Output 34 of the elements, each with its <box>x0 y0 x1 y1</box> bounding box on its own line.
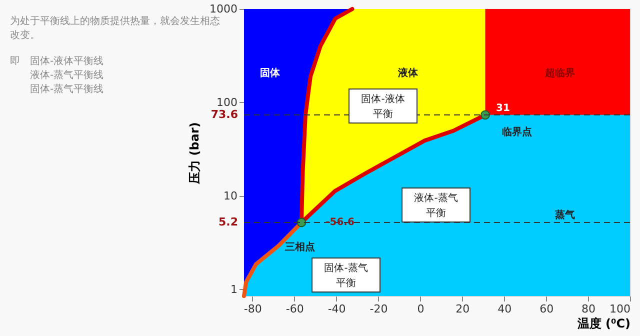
text: 固体-蒸气平衡线 <box>30 83 104 95</box>
annotation: 蒸气 <box>554 209 575 221</box>
y-tick-label: 1 <box>230 282 238 296</box>
y-tick-label: 10 <box>224 189 238 202</box>
text: 为处于平衡线上的物质提供热量，就会发生相态改变。 <box>10 15 220 41</box>
x-tick-label: 100 <box>610 302 630 316</box>
y-tick-label: 1000 <box>210 2 238 16</box>
annotation: 固体-蒸气平衡 <box>324 262 368 289</box>
annotation: 固体-液体平衡 <box>361 93 405 120</box>
annotation: -56.6 <box>326 217 354 228</box>
x-tick-label: -80 <box>244 302 262 316</box>
y-tick-label: 100 <box>216 96 238 109</box>
x-tick-label: -20 <box>370 302 388 316</box>
annotation: 31 <box>496 103 510 114</box>
annotation: 液体 <box>397 67 419 79</box>
x-tick-label: -60 <box>286 302 304 316</box>
x-tick-label: 80 <box>582 302 596 316</box>
x-axis-title: 温度 (⁰C) <box>576 316 630 330</box>
annotation: 固体 <box>260 67 281 79</box>
x-tick-label: 40 <box>498 302 512 316</box>
text: 液体-蒸气平衡线 <box>30 69 104 81</box>
x-tick-label: 0 <box>417 302 424 316</box>
text: 固体-液体平衡线 <box>30 55 104 67</box>
ref-line-label: 5.2 <box>218 215 238 228</box>
x-tick-label: 20 <box>456 302 470 316</box>
ref-line-label: 73.6 <box>210 108 238 121</box>
x-tick-label: 60 <box>540 302 554 316</box>
y-axis-title: 压力 (bar) <box>188 122 202 185</box>
x-tick-label: -40 <box>328 302 346 316</box>
annotation: 三相点 <box>285 241 315 253</box>
annotation: 超临界 <box>544 67 575 79</box>
annotation: 临界点 <box>502 126 532 138</box>
annotation: 液体-蒸气平衡 <box>414 192 458 219</box>
text: 即 <box>10 56 20 67</box>
